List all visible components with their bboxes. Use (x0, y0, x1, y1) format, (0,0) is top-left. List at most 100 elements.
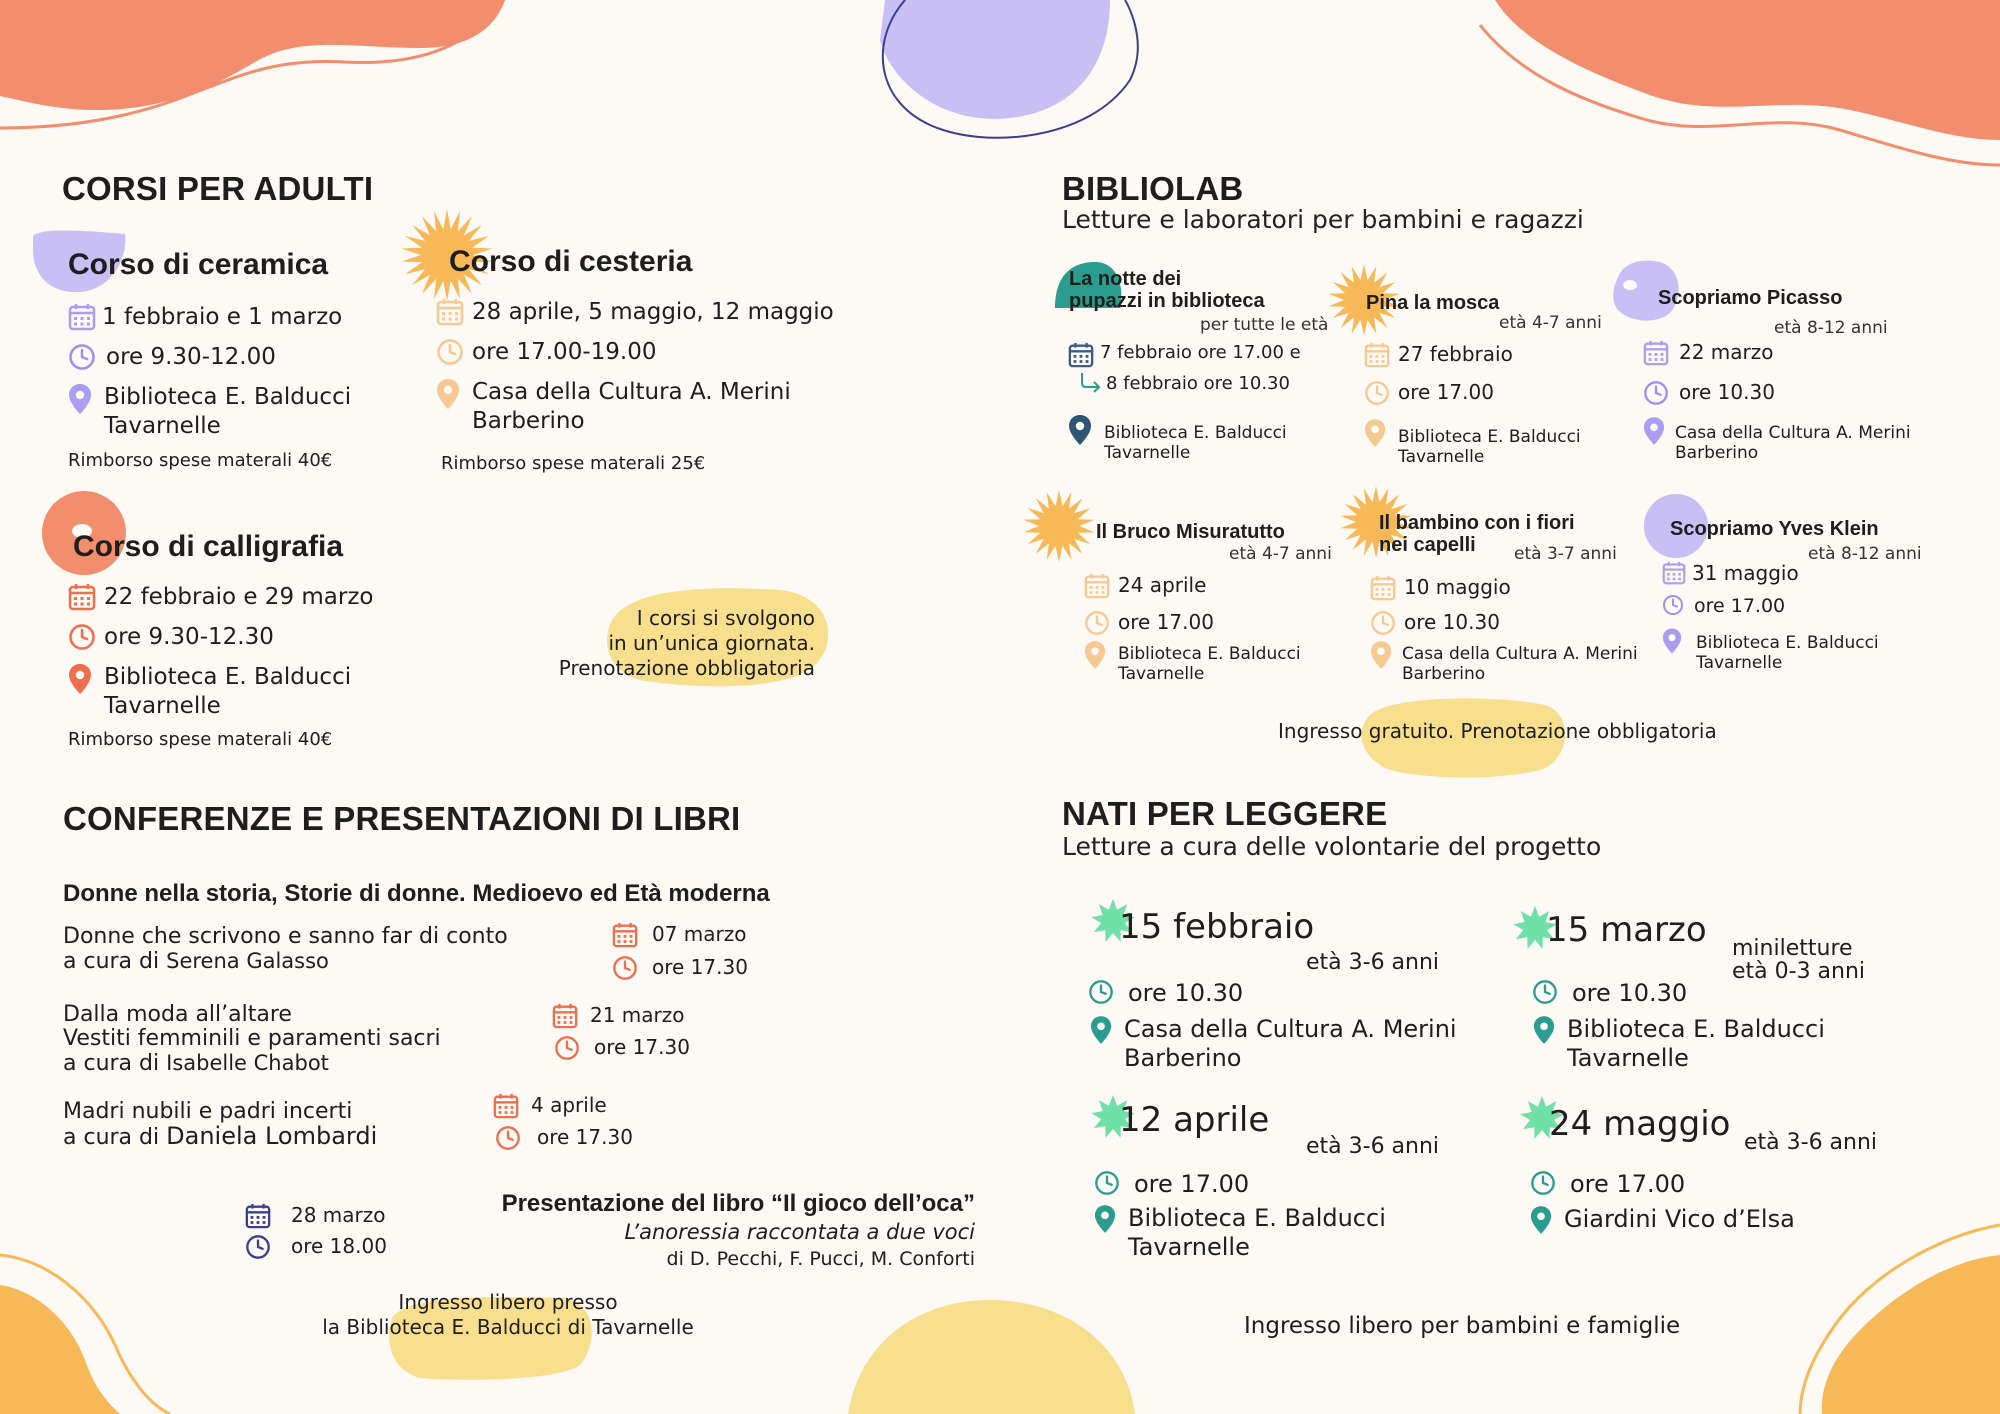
conference-1-author: Serena Galasso (166, 949, 329, 973)
calendar-icon (493, 1093, 519, 1119)
conferenze-note: Ingresso libero presso la Biblioteca E. … (308, 1290, 708, 1340)
calendar-icon (552, 1003, 578, 1029)
presentazione-date: 28 marzo (245, 1203, 386, 1235)
cesteria-fee: Rimborso spese materali 25€ (441, 453, 706, 474)
npl-2-place: Biblioteca E. Balducci Tavarnelle (1533, 1015, 1825, 1073)
calligrafia-place-line1: Biblioteca E. Balducci (104, 664, 352, 690)
lab-6-age: età 8-12 anni (1808, 544, 1922, 564)
conference-3-time: ore 17.30 (495, 1125, 633, 1157)
lab-4-age: età 4-7 anni (1229, 544, 1332, 564)
calendar-icon (245, 1203, 271, 1229)
conference-2-time: ore 17.30 (554, 1035, 690, 1067)
cesteria-time-text: ore 17.00-19.00 (472, 339, 657, 365)
lab-5-place-line2: Barberino (1402, 664, 1486, 684)
conference-2-date: 21 marzo (552, 1003, 685, 1035)
npl-note: Ingresso libero per bambini e famiglie (1244, 1313, 1681, 1339)
calendar-icon (1643, 340, 1669, 366)
presentazione-authors: di D. Pecchi, F. Pucci, M. Conforti (666, 1248, 975, 1270)
conference-1-cura: a cura di (63, 949, 160, 974)
calendar-icon (1364, 342, 1390, 368)
lab-6-date-text: 31 maggio (1692, 561, 1799, 585)
clock-icon (436, 338, 464, 366)
cesteria-time: ore 17.00-19.00 (436, 338, 656, 374)
npl-1-place-line2: Barberino (1124, 1044, 1242, 1072)
lab-3-time: ore 10.30 (1643, 380, 1775, 412)
green-star-decoration (1520, 1096, 1564, 1139)
clock-icon (495, 1125, 521, 1151)
green-star-decoration (1513, 906, 1557, 949)
presentazione-date-text: 28 marzo (291, 1203, 386, 1227)
lab-3-title: Scopriamo Picasso (1658, 287, 1843, 309)
lab-5-date: 10 maggio (1370, 575, 1511, 607)
conference-3-date-text: 4 aprile (531, 1093, 607, 1117)
lab-6-title: Scopriamo Yves Klein (1670, 518, 1879, 540)
conference-1-time: ore 17.30 (612, 955, 748, 987)
lab-5-place-line1: Casa della Cultura A. Merini (1402, 644, 1638, 664)
npl-subtitle: Letture a cura delle volontarie del prog… (1062, 832, 1602, 861)
section-title-nati-per-leggere: NATI PER LEGGERE (1062, 795, 1388, 832)
lab-3-place: Casa della Cultura A. Merini Barberino (1643, 416, 1911, 463)
calendar-icon (1370, 575, 1396, 601)
location-pin-icon (68, 383, 92, 415)
conference-1-date: 07 marzo (612, 922, 747, 954)
lab-4-date: 24 aprile (1084, 573, 1206, 605)
lab-6-place-line2: Tavarnelle (1696, 653, 1783, 673)
calligrafia-fee: Rimborso spese materali 40€ (68, 729, 333, 750)
location-pin-icon (436, 378, 460, 410)
clock-icon (1530, 1170, 1556, 1196)
lab-5-time: ore 10.30 (1370, 610, 1500, 642)
lab-1-date: 7 febbraio ore 17.00 e (1068, 342, 1301, 374)
lab-3-place-line2: Barberino (1675, 443, 1759, 463)
lab-6-time-text: ore 17.00 (1694, 595, 1786, 617)
starburst-decoration (1340, 486, 1412, 558)
npl-3-time: ore 17.00 (1094, 1169, 1249, 1203)
location-pin-icon (1533, 1015, 1555, 1045)
lab-2-place-line1: Biblioteca E. Balducci (1398, 427, 1581, 447)
lab-2-date-text: 27 febbraio (1398, 342, 1513, 366)
npl-4-place-line1: Giardini Vico d’Elsa (1564, 1205, 1795, 1233)
lab-3-place-line1: Casa della Cultura A. Merini (1675, 423, 1911, 443)
ceramica-time: ore 9.30-12.00 (68, 343, 276, 379)
calendar-icon (1662, 561, 1686, 585)
lab-4-time: ore 17.00 (1084, 610, 1214, 642)
lab-1-title-line1: La notte dei (1069, 268, 1182, 290)
lab-5-age: età 3-7 anni (1514, 544, 1617, 564)
lab-4-place: Biblioteca E. Balducci Tavarnelle (1084, 640, 1301, 684)
npl-1-time: ore 10.30 (1088, 978, 1243, 1012)
course-title-ceramica: Corso di ceramica (68, 248, 329, 281)
lab-4-date-text: 24 aprile (1118, 573, 1207, 597)
calligrafia-place: Biblioteca E. Balducci Tavarnelle (68, 663, 351, 721)
npl-2-age-line2: età 0-3 anni (1732, 959, 1866, 984)
conference-item-2: Dalla moda all’altare Vestiti femminili … (63, 1003, 441, 1076)
section-title-corsi-adulti: CORSI PER ADULTI (62, 170, 374, 207)
lab-5-title: Il bambino con i fiori nei capelli (1379, 512, 1575, 556)
npl-3-place: Biblioteca E. Balducci Tavarnelle (1094, 1204, 1386, 1262)
calendar-icon (68, 303, 96, 331)
conferenze-note-line1: Ingresso libero presso (398, 1290, 618, 1314)
conference-1-title: Donne che scrivono e sanno far di conto (63, 924, 508, 949)
lab-2-place: Biblioteca E. Balducci Tavarnelle (1364, 418, 1581, 467)
lab-6-place-line1: Biblioteca E. Balducci (1696, 633, 1879, 653)
npl-3-time-text: ore 17.00 (1134, 1170, 1250, 1198)
clock-icon (1532, 979, 1558, 1005)
npl-3-age: età 3-6 anni (1306, 1134, 1440, 1159)
ceramica-date: 1 febbraio e 1 marzo (68, 303, 342, 339)
conference-3-time-text: ore 17.30 (537, 1125, 633, 1149)
npl-4-time-text: ore 17.00 (1570, 1170, 1686, 1198)
clock-icon (612, 955, 638, 981)
lab-6-place: Biblioteca E. Balducci Tavarnelle (1662, 627, 1879, 673)
lab-3-time-text: ore 10.30 (1679, 380, 1775, 404)
lab-3-age: età 8-12 anni (1774, 318, 1888, 338)
npl-2-time: ore 10.30 (1532, 978, 1687, 1012)
npl-3-place-line1: Biblioteca E. Balducci (1128, 1204, 1386, 1232)
lab-3-date: 22 marzo (1643, 340, 1774, 372)
npl-2-place-line2: Tavarnelle (1567, 1044, 1689, 1072)
presentazione-time-text: ore 18.00 (291, 1234, 387, 1258)
starburst-decoration (1328, 264, 1400, 336)
section-title-conferenze: CONFERENZE E PRESENTAZIONI DI LIBRI (63, 800, 741, 837)
lab-1-date2: 8 febbraio ore 10.30 (1080, 373, 1290, 399)
conference-2-title: Dalla moda all’altare (63, 1002, 292, 1027)
clock-icon (1643, 380, 1669, 406)
calligrafia-date: 22 febbraio e 29 marzo (68, 583, 374, 619)
cesteria-place-line2: Barberino (472, 408, 585, 434)
